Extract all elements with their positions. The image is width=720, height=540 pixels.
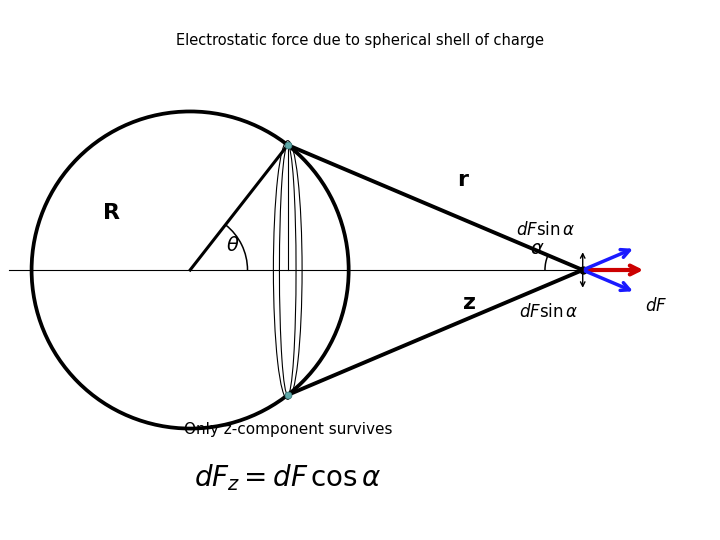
- Text: $dF$: $dF$: [644, 297, 667, 315]
- Text: $\theta$: $\theta$: [225, 237, 239, 255]
- Text: R: R: [103, 202, 120, 222]
- Text: $\alpha$: $\alpha$: [530, 239, 545, 258]
- Text: z: z: [463, 293, 476, 313]
- Text: r: r: [457, 170, 468, 191]
- Text: Electrostatic force due to spherical shell of charge: Electrostatic force due to spherical she…: [176, 33, 544, 48]
- Text: Only z-component survives: Only z-component survives: [184, 422, 392, 437]
- Text: $dF_z = dF\,\cos\alpha$: $dF_z = dF\,\cos\alpha$: [194, 462, 382, 492]
- Text: $dF\sin\alpha$: $dF\sin\alpha$: [516, 220, 575, 239]
- Text: $dF\sin\alpha$: $dF\sin\alpha$: [519, 303, 578, 321]
